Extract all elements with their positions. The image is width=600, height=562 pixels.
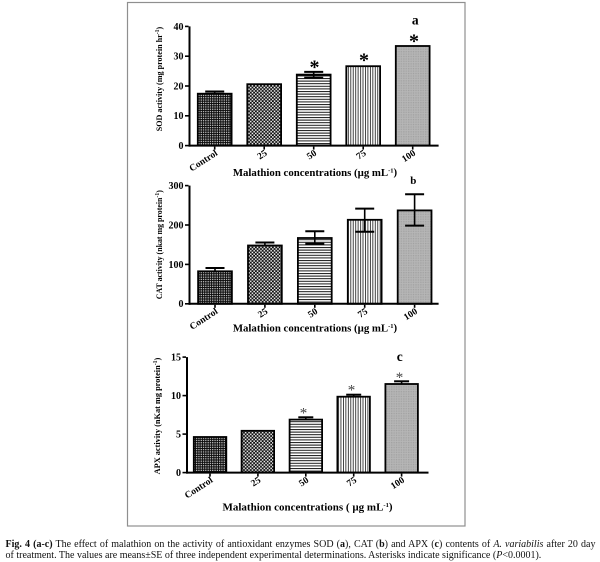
- svg-text:SOD activity (mg protein hr-1): SOD activity (mg protein hr-1): [155, 26, 164, 131]
- svg-text:30: 30: [174, 52, 184, 63]
- svg-text:0: 0: [176, 468, 181, 479]
- svg-text:*: *: [300, 405, 308, 421]
- svg-text:200: 200: [169, 220, 184, 231]
- svg-text:10: 10: [174, 111, 184, 122]
- svg-text:*: *: [409, 31, 419, 53]
- svg-text:0: 0: [179, 299, 184, 310]
- svg-text:a: a: [412, 13, 419, 28]
- svg-text:15: 15: [171, 353, 181, 364]
- svg-text:0: 0: [179, 141, 184, 152]
- svg-text:*: *: [348, 383, 356, 399]
- svg-text:100: 100: [169, 260, 184, 271]
- svg-text:CAT activity (nkat mg protein-: CAT activity (nkat mg protein-1): [155, 190, 164, 300]
- svg-text:*: *: [359, 49, 369, 71]
- svg-text:APX activity (nKat mg protein-: APX activity (nKat mg protein-1): [153, 357, 162, 474]
- svg-text:20: 20: [174, 81, 184, 92]
- svg-text:b: b: [410, 175, 416, 187]
- svg-text:300: 300: [169, 181, 184, 192]
- svg-text:40: 40: [174, 22, 184, 33]
- svg-text:Malathion concentrations (µg m: Malathion concentrations (µg mL-1): [233, 322, 398, 334]
- svg-text:Malathion concentrations (µg m: Malathion concentrations (µg mL-1): [233, 167, 398, 179]
- svg-text:*: *: [396, 370, 404, 386]
- svg-text:c: c: [397, 349, 403, 364]
- svg-text:*: *: [310, 56, 320, 78]
- svg-text:5: 5: [176, 430, 181, 441]
- svg-text:Malathion concentrations ( µg: Malathion concentrations ( µg mL-1): [222, 501, 392, 513]
- svg-text:10: 10: [171, 391, 181, 402]
